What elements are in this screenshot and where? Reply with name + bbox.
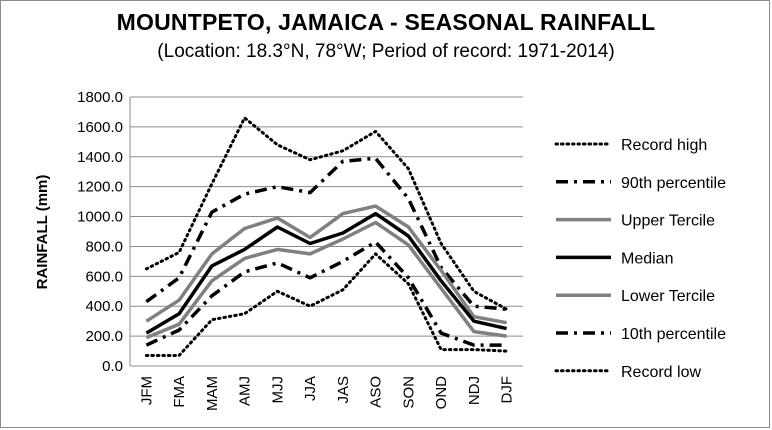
x-tick-label: FMA	[171, 376, 188, 408]
legend-label-record-high: Record high	[621, 137, 707, 154]
series-line-upper-tercile	[145, 204, 507, 325]
legend-label-10th-percentile: 10th percentile	[621, 326, 726, 343]
x-tick-label: OND	[433, 376, 450, 410]
y-tick-label: 1000.0	[77, 209, 123, 226]
y-tick-label: 400.0	[85, 298, 123, 315]
x-tick-label: AMJ	[237, 376, 254, 406]
series-line-record-low	[144, 252, 509, 357]
series-lines	[144, 116, 509, 357]
y-tick-labels: 0.0 200.0 400.0 600.0 800.0 1000.0 1200.0 1400.…	[77, 89, 123, 375]
legend: Record high 90th percentile Upper Tercile M…	[554, 137, 726, 381]
y-tick-label: 600.0	[85, 268, 123, 285]
y-tick-label: 0.0	[102, 358, 123, 375]
y-tick-label: 1600.0	[77, 119, 123, 136]
series-line-record-high	[144, 116, 509, 311]
legend-label-lower-tercile: Lower Tercile	[621, 288, 715, 305]
x-tick-label: JAS	[335, 376, 352, 404]
legend-label-90th-percentile: 90th percentile	[621, 175, 726, 192]
chart-title: MOUNTPETO, JAMAICA - SEASONAL RAINFALL	[116, 9, 656, 35]
x-tick-label: DJF	[499, 376, 516, 404]
x-tick-labels: JFM FMA MAM AMJ MJJ JJA JAS ASO SON OND NDJ DJF	[138, 376, 515, 411]
legend-label-record-low: Record low	[621, 364, 701, 381]
chart-subtitle: (Location: 18.3°N, 78°W; Period of recor…	[157, 41, 615, 62]
x-tick-label: ASO	[368, 376, 385, 408]
x-tick-label: SON	[400, 376, 417, 409]
axes	[129, 97, 523, 367]
x-tick-label: JJA	[302, 376, 319, 401]
series-line-lower-tercile	[145, 220, 507, 340]
x-tick-label: NDJ	[466, 376, 483, 405]
x-tick-label: MAM	[204, 376, 221, 411]
x-tick-label: JFM	[138, 376, 155, 405]
series-line-90th-percentile	[145, 156, 507, 311]
y-axis-label: RAINFALL (mm)	[34, 175, 51, 290]
y-tick-label: 1200.0	[77, 179, 123, 196]
legend-label-upper-tercile: Upper Tercile	[621, 213, 715, 230]
y-tick-label: 800.0	[85, 238, 123, 255]
y-tick-label: 1400.0	[77, 149, 123, 166]
y-tick-label: 200.0	[85, 328, 123, 345]
y-tick-label: 1800.0	[77, 89, 123, 106]
x-tick-label: MJJ	[269, 376, 286, 404]
series-line-10th-percentile	[145, 240, 507, 347]
legend-label-median: Median	[621, 250, 673, 267]
series-line-median	[145, 211, 507, 335]
